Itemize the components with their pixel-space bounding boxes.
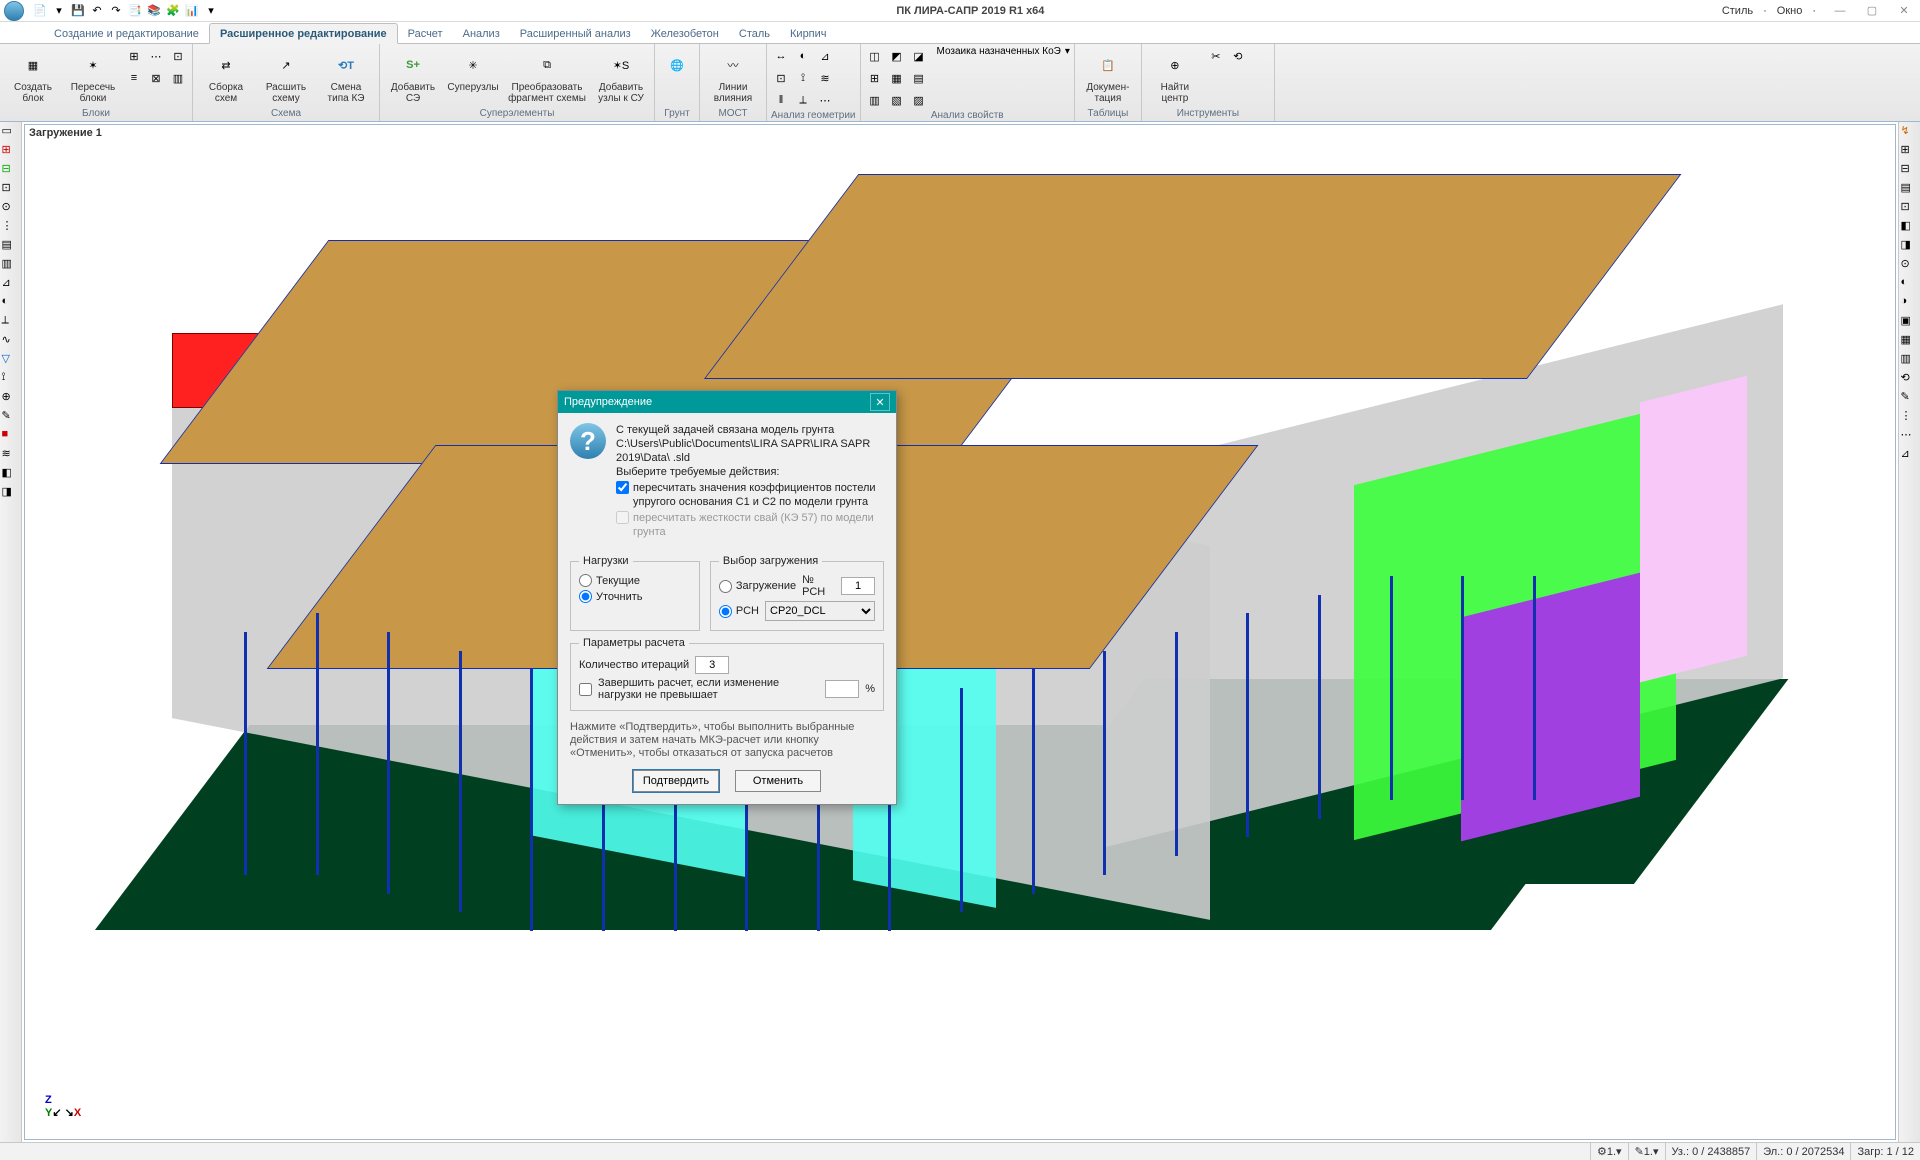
iterations-input[interactable] <box>695 656 729 674</box>
dialog-close-icon[interactable]: ✕ <box>870 393 890 411</box>
add-se-button[interactable]: S+Добавить СЭ <box>384 46 442 105</box>
loads-refine-radio[interactable] <box>579 590 592 603</box>
tab-create-edit[interactable]: Создание и редактирование <box>44 24 209 43</box>
params-fieldset: Параметры расчета Количество итераций За… <box>570 637 884 711</box>
question-icon: ? <box>570 423 606 459</box>
documentation-button[interactable]: 📋Докумен- тация <box>1079 46 1137 105</box>
chart-icon[interactable]: 📊 <box>184 3 200 19</box>
app-title: ПК ЛИРА-САПР 2019 R1 x64 <box>219 5 1722 17</box>
app-logo <box>4 1 24 21</box>
new-file-icon[interactable]: 📄 <box>32 3 48 19</box>
mosaic-dropdown[interactable]: Мозаика назначенных КоЭ▾ <box>937 46 1070 57</box>
status-elems: Эл.: 0 / 2072534 <box>1756 1143 1850 1160</box>
add-nodes-button[interactable]: ✶SДобавить узлы к СУ <box>592 46 650 105</box>
dialog-titlebar[interactable]: Предупреждение ✕ <box>558 391 896 413</box>
tools-mini[interactable]: ✂⟲ <box>1206 46 1270 66</box>
dropdown-icon[interactable]: ▾ <box>203 3 219 19</box>
ribbon: ▦Создать блок ✶Пересечь блоки ⊞⋯⊡≡⊠▥ Бло… <box>0 44 1920 122</box>
viewport[interactable]: Загружение 1 <box>24 124 1896 1140</box>
properties-analysis-tools[interactable]: ◫◩◪⊞▦▤▥▧▨ <box>865 46 929 110</box>
save-icon[interactable]: 💾 <box>70 3 86 19</box>
dialog-hint: Нажмите «Подтвердить», чтобы выполнить в… <box>570 721 884 760</box>
assemble-button[interactable]: ⇄Сборка схем <box>197 46 255 105</box>
tab-ext-analysis[interactable]: Расширенный анализ <box>510 24 641 43</box>
titlebar-right-menu[interactable]: Стиль · Окно · <box>1722 5 1816 17</box>
model-3d <box>65 165 1855 1099</box>
cancel-button[interactable]: Отменить <box>735 770 821 792</box>
status-tool1[interactable]: ⚙ 1. ▾ <box>1590 1143 1628 1160</box>
sel-rsn-radio[interactable] <box>719 605 732 618</box>
book-icon[interactable]: 📚 <box>146 3 162 19</box>
geometry-analysis-tools[interactable]: ↔◐⊿⊡⟟≋‖⟂⋯ <box>771 46 835 110</box>
sel-loading-radio[interactable] <box>719 580 732 593</box>
find-center-button[interactable]: ⊕Найти центр <box>1146 46 1204 105</box>
blocks-mini[interactable]: ⊞⋯⊡≡⊠▥ <box>124 46 188 88</box>
tab-brick[interactable]: Кирпич <box>780 24 837 43</box>
recalc-c1c2-checkbox[interactable] <box>616 481 629 494</box>
status-loads: Загр: 1 / 12 <box>1850 1143 1920 1160</box>
status-tool2[interactable]: ✎ 1. ▾ <box>1628 1143 1665 1160</box>
minimize-button[interactable]: — <box>1824 0 1856 22</box>
confirm-button[interactable]: Подтвердить <box>633 770 719 792</box>
rsn-number-input[interactable] <box>841 577 875 595</box>
loading-title: Загружение 1 <box>29 127 102 139</box>
supernodes-button[interactable]: ✳Суперузлы <box>444 46 502 94</box>
loads-fieldset: Нагрузки Текущие Уточнить <box>570 555 700 631</box>
loading-select-fieldset: Выбор загружения Загружение № РСН РСН CP… <box>710 555 884 631</box>
titlebar: 📄 ▾ 💾 ↶ ↷ 📑 📚 🧩 📊 ▾ ПК ЛИРА-САПР 2019 R1… <box>0 0 1920 22</box>
create-block-button[interactable]: ▦Создать блок <box>4 46 62 105</box>
undo-icon[interactable]: ↶ <box>89 3 105 19</box>
tab-ext-edit[interactable]: Расширенное редактирование <box>209 23 398 44</box>
rsn-select[interactable]: CP20_DCL <box>765 601 875 621</box>
expand-button[interactable]: ↗Расшить схему <box>257 46 315 105</box>
convergence-checkbox[interactable] <box>579 683 592 696</box>
tab-analysis[interactable]: Анализ <box>453 24 510 43</box>
loads-current-radio[interactable] <box>579 574 592 587</box>
change-fe-type-button[interactable]: ⟲TСмена типа КЭ <box>317 46 375 105</box>
close-button[interactable]: ✕ <box>1888 0 1920 22</box>
redo-icon[interactable]: ↷ <box>108 3 124 19</box>
intersect-blocks-button[interactable]: ✶Пересечь блоки <box>64 46 122 105</box>
puzzle-icon[interactable]: 🧩 <box>165 3 181 19</box>
axis-triad: Z Y↙ ↘X <box>45 1094 81 1119</box>
recalc-piles-checkbox <box>616 511 629 524</box>
tab-concrete[interactable]: Железобетон <box>641 24 729 43</box>
dialog-title: Предупреждение <box>564 396 652 408</box>
work-area: ▭⊞⊟⊡⊙⋮▤▥⊿◐⟂∿▽⟟⊕✎■≋◧◨ Загружение 1 <box>0 122 1920 1142</box>
maximize-button[interactable]: ▢ <box>1856 0 1888 22</box>
left-toolbar[interactable]: ▭⊞⊟⊡⊙⋮▤▥⊿◐⟂∿▽⟟⊕✎■≋◧◨ <box>0 122 22 1142</box>
dialog-message: С текущей задачей связана модель грунта … <box>616 423 884 541</box>
warning-dialog: Предупреждение ✕ ? С текущей задачей свя… <box>557 390 897 805</box>
status-bar: ⚙ 1. ▾ ✎ 1. ▾ Уз.: 0 / 2438857 Эл.: 0 / … <box>0 1142 1920 1160</box>
status-nodes: Уз.: 0 / 2438857 <box>1665 1143 1757 1160</box>
copy-icon[interactable]: 📑 <box>127 3 143 19</box>
ribbon-tabs[interactable]: Создание и редактирование Расширенное ре… <box>0 22 1920 44</box>
fragment-to-se-button[interactable]: ⧉Преобразовать фрагмент схемы <box>504 46 590 105</box>
dropdown-icon[interactable]: ▾ <box>51 3 67 19</box>
tab-calc[interactable]: Расчет <box>398 24 453 43</box>
influence-lines-button[interactable]: 〰Линии влияния <box>704 46 762 105</box>
soil-button[interactable]: 🌐 <box>659 46 695 83</box>
convergence-input[interactable] <box>825 680 859 698</box>
tab-steel[interactable]: Сталь <box>729 24 780 43</box>
quick-access-toolbar[interactable]: 📄 ▾ 💾 ↶ ↷ 📑 📚 🧩 📊 ▾ <box>32 3 219 19</box>
right-toolbar[interactable]: ↯⊞⊟▤⊡◧◨⊙◐◑▣▦▥⟲✎⋮⋯⊿ <box>1898 122 1920 1142</box>
